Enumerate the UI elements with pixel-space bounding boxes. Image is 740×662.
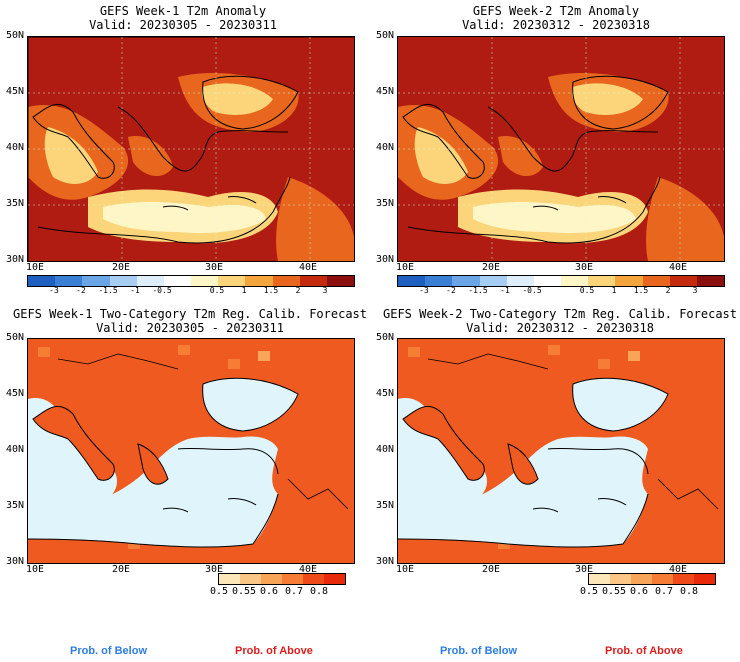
colorbar-tick: -1.5 xyxy=(468,286,488,295)
colorbar-tick: 1 xyxy=(241,286,247,295)
lon-label-40e: 40E xyxy=(298,564,318,575)
lon-label-10e: 10E xyxy=(25,564,45,575)
lon-label-40e: 40E xyxy=(298,262,318,273)
probability-map-graphic xyxy=(28,339,354,563)
lon-label-20e: 20E xyxy=(481,564,501,575)
colorbar-tick: 3 xyxy=(692,286,698,295)
panel-valid-dates: Valid: 20230305 - 20230311 xyxy=(89,18,277,32)
colorbar-tick: 2 xyxy=(665,286,671,295)
lat-label-45n: 45N xyxy=(5,86,24,97)
lat-label-50n: 50N xyxy=(375,332,394,343)
lon-label-20e: 20E xyxy=(111,262,131,273)
lat-label-40n: 40N xyxy=(375,444,394,455)
lat-label-50n: 50N xyxy=(375,30,394,41)
lon-label-20e: 20E xyxy=(111,564,131,575)
lat-label-35n: 35N xyxy=(375,500,394,511)
colorbar-tick: 0.55 xyxy=(601,586,627,597)
lon-label-10e: 10E xyxy=(25,262,45,273)
colorbar-tick: -0.5 xyxy=(522,286,542,295)
probability-map xyxy=(27,338,355,564)
lat-label-30n: 30N xyxy=(375,254,394,265)
colorbar-tick: 0.6 xyxy=(259,586,279,597)
panel-title: GEFS Week-1 T2m Anomaly xyxy=(99,4,267,18)
panel-title: GEFS Week-2 T2m Anomaly xyxy=(472,4,640,18)
colorbar-tick: 0.5 xyxy=(579,286,595,295)
lon-label-30e: 30E xyxy=(204,564,224,575)
lon-label-20e: 20E xyxy=(481,262,501,273)
lat-label-30n: 30N xyxy=(5,254,24,265)
colorbar-tick: 1 xyxy=(611,286,617,295)
lon-label-30e: 30E xyxy=(204,262,224,273)
lon-label-10e: 10E xyxy=(395,564,415,575)
probability-colorbar xyxy=(588,573,716,585)
colorbar-tick: -2 xyxy=(446,286,456,295)
panel-valid-dates: Valid: 20230312 - 20230318 xyxy=(462,18,650,32)
anomaly-colorbar xyxy=(397,275,725,287)
lat-label-35n: 35N xyxy=(5,500,24,511)
lat-label-40n: 40N xyxy=(5,444,24,455)
lon-label-30e: 30E xyxy=(574,262,594,273)
colorbar-tick: 0.7 xyxy=(284,586,304,597)
legend-prob-below: Prob. of Below xyxy=(70,645,147,657)
colorbar-tick: 1.5 xyxy=(263,286,279,295)
lat-label-30n: 30N xyxy=(375,556,394,567)
colorbar-tick: 3 xyxy=(322,286,328,295)
legend-prob-below: Prob. of Below xyxy=(440,645,517,657)
legend-prob-above: Prob. of Above xyxy=(605,645,683,657)
panel-title: GEFS Week-1 Two-Category T2m Reg. Calib.… xyxy=(12,307,368,321)
legend-prob-above: Prob. of Above xyxy=(235,645,313,657)
lat-label-45n: 45N xyxy=(5,388,24,399)
colorbar-tick: -0.5 xyxy=(152,286,172,295)
lat-label-35n: 35N xyxy=(5,198,24,209)
colorbar-tick: 0.5 xyxy=(209,286,225,295)
anomaly-map xyxy=(27,36,355,262)
lat-label-50n: 50N xyxy=(5,332,24,343)
lat-label-30n: 30N xyxy=(5,556,24,567)
colorbar-tick: 0.8 xyxy=(309,586,329,597)
lat-label-40n: 40N xyxy=(5,142,24,153)
colorbar-tick: 0.7 xyxy=(654,586,674,597)
lat-label-35n: 35N xyxy=(375,198,394,209)
panel-valid-dates: Valid: 20230305 - 20230311 xyxy=(96,321,284,335)
colorbar-tick: 2 xyxy=(295,286,301,295)
lat-label-45n: 45N xyxy=(375,86,394,97)
colorbar-tick: -2 xyxy=(76,286,86,295)
colorbar-tick: 0.5 xyxy=(209,586,229,597)
colorbar-tick: 0.55 xyxy=(231,586,257,597)
colorbar-tick: 0.6 xyxy=(629,586,649,597)
probability-colorbar xyxy=(218,573,346,585)
anomaly-map-graphic xyxy=(28,37,354,261)
colorbar-tick: -3 xyxy=(419,286,429,295)
colorbar-tick: 1.5 xyxy=(633,286,649,295)
colorbar-tick: -1 xyxy=(130,286,140,295)
lon-label-40e: 40E xyxy=(668,564,688,575)
probability-map xyxy=(397,338,725,564)
lon-label-30e: 30E xyxy=(574,564,594,575)
lat-label-50n: 50N xyxy=(5,30,24,41)
colorbar-tick: 0.5 xyxy=(579,586,599,597)
colorbar-tick: -1 xyxy=(500,286,510,295)
probability-map-graphic xyxy=(398,339,724,563)
colorbar-tick: -1.5 xyxy=(98,286,118,295)
colorbar-tick: -3 xyxy=(49,286,59,295)
colorbar-tick: 0.8 xyxy=(679,586,699,597)
lat-label-40n: 40N xyxy=(375,142,394,153)
anomaly-map-graphic xyxy=(398,37,724,261)
anomaly-colorbar xyxy=(27,275,355,287)
lon-label-10e: 10E xyxy=(395,262,415,273)
panel-title: GEFS Week-2 Two-Category T2m Reg. Calib.… xyxy=(382,307,738,321)
lat-label-45n: 45N xyxy=(375,388,394,399)
lon-label-40e: 40E xyxy=(668,262,688,273)
anomaly-map xyxy=(397,36,725,262)
panel-valid-dates: Valid: 20230312 - 20230318 xyxy=(466,321,654,335)
